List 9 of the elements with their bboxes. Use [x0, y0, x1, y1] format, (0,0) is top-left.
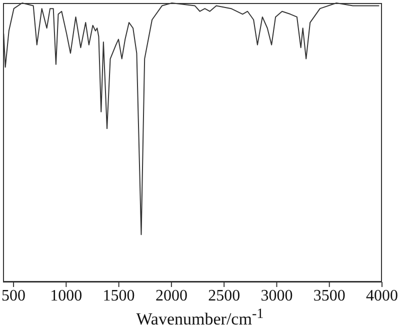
x-tick-label: 2000	[155, 287, 188, 304]
x-tick-label: 2500	[208, 287, 240, 304]
x-tick-label: 500	[2, 287, 26, 304]
x-tick-label: 3500	[313, 287, 346, 304]
x-tick-label: 1500	[102, 287, 135, 304]
x-tick-label: 1000	[50, 287, 82, 304]
x-tick-label: 3000	[260, 287, 293, 304]
x-tick-label: 4000	[366, 287, 398, 304]
x-axis-title: Wavenumber/cm$^{-1}$	[135, 306, 265, 330]
